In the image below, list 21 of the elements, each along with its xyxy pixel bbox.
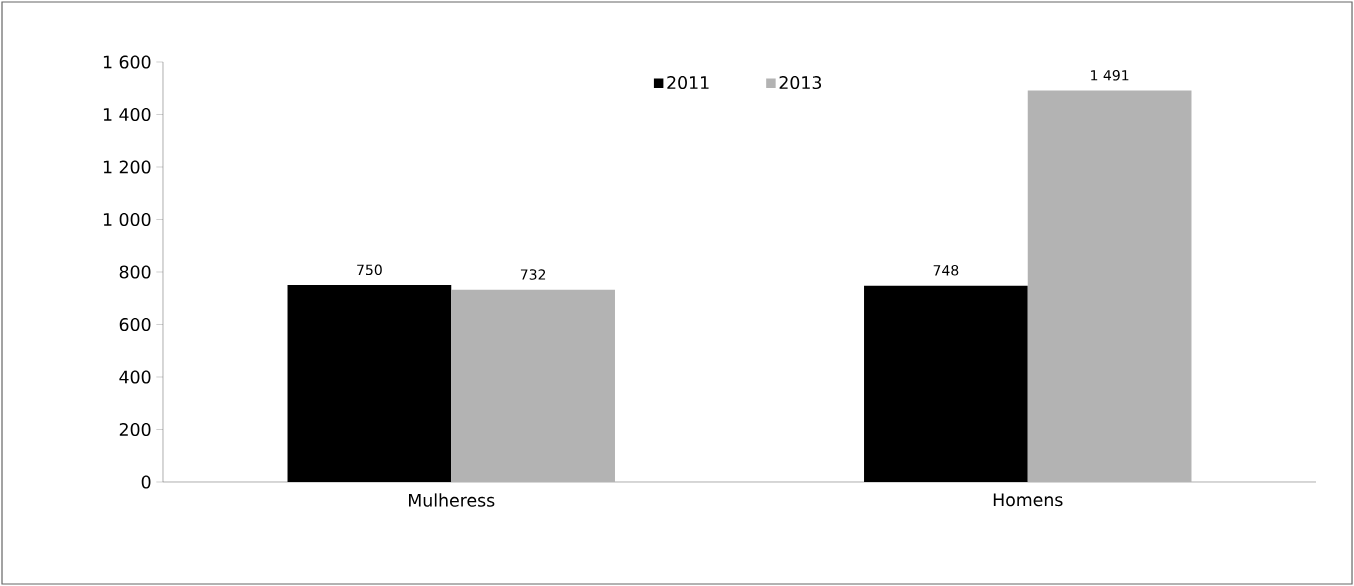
- y-tick-label: 0: [141, 475, 151, 489]
- bar: [864, 285, 1028, 482]
- x-tick-label: Mulheress: [409, 493, 495, 507]
- data-label: 748: [933, 265, 959, 276]
- y-tick-label: 1 400: [103, 107, 151, 122]
- data-label: 1 491: [1091, 69, 1129, 81]
- legend-label: 2013: [779, 76, 822, 90]
- y-tick-label: 400: [119, 370, 151, 384]
- y-tick-label: 200: [119, 422, 151, 437]
- data-label: 732: [520, 269, 546, 280]
- data-label: 750: [357, 264, 382, 276]
- y-tick-label: 800: [119, 265, 151, 279]
- y-tick-label: 600: [119, 317, 151, 332]
- y-tick-label: 1 000: [103, 212, 151, 227]
- bar: [1027, 90, 1192, 482]
- x-tick-label: Homens: [993, 493, 1063, 507]
- y-tick-label: 1 200: [103, 160, 151, 174]
- bar: [287, 285, 452, 482]
- bar: [451, 289, 615, 482]
- y-tick-label: 1 600: [103, 55, 151, 69]
- legend-label: 2011: [667, 76, 709, 90]
